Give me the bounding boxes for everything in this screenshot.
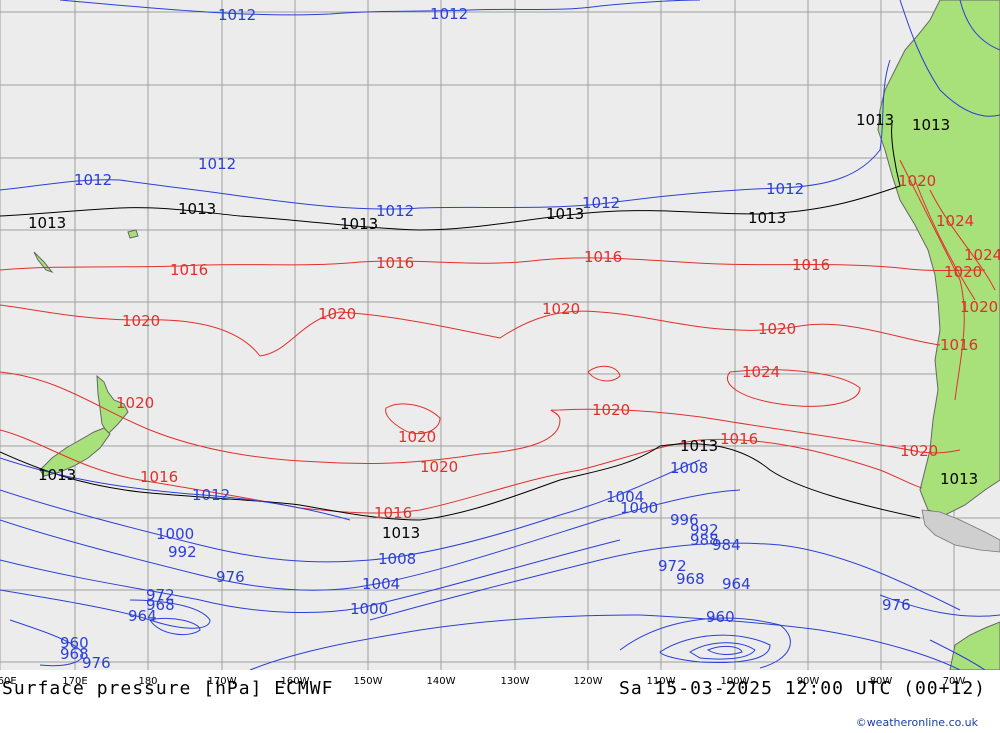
isobar-label: 1020	[758, 320, 796, 338]
antarctic-peninsula-land	[949, 621, 1000, 670]
isobar-label: 1012	[192, 486, 230, 504]
isobar-label: 1020	[944, 263, 982, 281]
isobar-label: 1013	[382, 524, 420, 542]
isobar-label: 1020	[318, 305, 356, 323]
isobar-label: 1020	[398, 428, 436, 446]
pacific-island-2	[127, 229, 139, 239]
isobar-label: 1008	[670, 459, 708, 477]
isobar-1013	[0, 123, 921, 521]
isobar-label: 1016	[720, 430, 758, 448]
lon-label-strip: 160E 170E 180 170W 160W 150W 140W 130W 1…	[0, 670, 1000, 690]
isobar-label: 960	[60, 634, 89, 652]
isobar-label: 976	[216, 568, 245, 586]
isobar-label: 976	[882, 596, 911, 614]
isobar-label: 968	[676, 570, 705, 588]
isobar-label: 1024	[936, 212, 974, 230]
lon-label: 130W	[501, 676, 530, 687]
lon-label: 70W	[943, 676, 966, 687]
isobar-label: 1013	[178, 200, 216, 218]
lon-label: 170W	[208, 676, 237, 687]
isobar-label: 1024	[964, 246, 1000, 264]
isobar-label: 1020	[542, 300, 580, 318]
isobar-label: 1000	[156, 525, 194, 543]
isobar-label: 968	[146, 596, 175, 614]
isobar-label: 1020	[122, 312, 160, 330]
isobar-label: 964	[722, 575, 751, 593]
isobar-label: 1016	[140, 468, 178, 486]
lon-label: 100W	[721, 676, 750, 687]
isobar-label: 1016	[584, 248, 622, 266]
isobar-label: 988	[690, 531, 719, 549]
isobar-label: 972	[146, 586, 175, 604]
isobar-label: 1004	[606, 488, 644, 506]
lon-label: 170E	[62, 676, 87, 687]
lon-label: 80W	[870, 676, 893, 687]
isobars-low	[0, 0, 1000, 670]
lon-label: 150W	[354, 676, 383, 687]
isobar-label: 960	[706, 608, 735, 626]
isobar-label: 1016	[792, 256, 830, 274]
lon-label: 90W	[797, 676, 820, 687]
site-credit-link[interactable]: ©weatheronline.co.uk	[855, 716, 978, 729]
isobar-label: 1008	[378, 550, 416, 568]
isobar-label: 976	[82, 654, 111, 670]
isobar-labels: 1012 1012 1012 1012 1012 1012 1012 1012 …	[28, 5, 1000, 670]
isobar-label: 972	[658, 557, 687, 575]
isobar-label: 1013	[28, 214, 66, 232]
isobar-label: 1020	[900, 442, 938, 460]
isobar-label: 1012	[198, 155, 236, 173]
isobar-label: 1013	[340, 215, 378, 233]
isobar-label: 1012	[766, 180, 804, 198]
isobar-label: 1000	[620, 499, 658, 517]
isobar-label: 1024	[742, 363, 780, 381]
isobar-label: 1016	[170, 261, 208, 279]
isobar-label: 992	[168, 543, 197, 561]
pressure-map: 1012 1012 1012 1012 1012 1012 1012 1012 …	[0, 0, 1000, 670]
isobar-label: 1013	[680, 437, 718, 455]
isobar-label: 1016	[374, 504, 412, 522]
lon-label: 180	[138, 676, 157, 687]
isobar-label: 1020	[960, 298, 998, 316]
isobar-label: 1020	[420, 458, 458, 476]
isobar-label: 1012	[218, 6, 256, 24]
isobar-label: 964	[128, 607, 157, 625]
lon-label: 120W	[574, 676, 603, 687]
isobar-label: 1013	[856, 111, 894, 129]
lon-label: 160W	[281, 676, 310, 687]
lon-label: 110W	[647, 676, 676, 687]
isobar-label: 1013	[940, 470, 978, 488]
pacific-island-1	[33, 251, 54, 274]
valid-time: Sa 15-03-2025 12:00 UTC (00+12)	[619, 678, 986, 699]
new-zealand-south-island	[39, 427, 111, 477]
isobar-label: 1012	[430, 5, 468, 23]
isobar-label: 1012	[74, 171, 112, 189]
isobar-label: 1013	[912, 116, 950, 134]
isobar-label: 1020	[898, 172, 936, 190]
isobar-label: 1020	[592, 401, 630, 419]
lon-label: 140W	[427, 676, 456, 687]
isobar-label: 1013	[38, 466, 76, 484]
lon-label: 160E	[0, 676, 17, 687]
southern-islands	[921, 509, 1000, 553]
isobar-label: 1000	[350, 600, 388, 618]
isobar-label: 992	[690, 521, 719, 539]
isobars-high	[0, 159, 996, 514]
isobar-label: 996	[670, 511, 699, 529]
ocean-background	[0, 0, 1000, 670]
isobar-label: 968	[60, 645, 89, 663]
isobar-label: 1020	[116, 394, 154, 412]
land	[33, 0, 1000, 670]
isobar-label: 1012	[582, 194, 620, 212]
isobar-label: 1004	[362, 575, 400, 593]
isobar-label: 984	[712, 536, 741, 554]
isobar-label: 1013	[546, 205, 584, 223]
isobar-label: 1016	[940, 336, 978, 354]
isobar-label: 1013	[748, 209, 786, 227]
isobar-label: 1016	[376, 254, 414, 272]
product-title: Surface pressure [hPa] ECMWF	[2, 678, 334, 699]
isobar-label: 1012	[376, 202, 414, 220]
